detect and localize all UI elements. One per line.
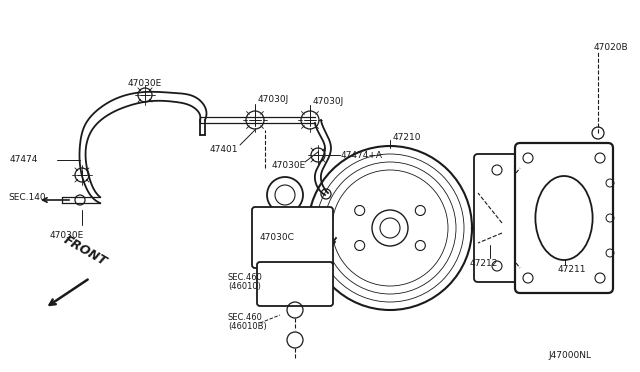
FancyBboxPatch shape xyxy=(252,207,333,268)
Text: SEC.140: SEC.140 xyxy=(8,193,45,202)
Text: FRONT: FRONT xyxy=(61,233,109,268)
Text: SEC.460: SEC.460 xyxy=(228,314,263,323)
Text: 47474+A: 47474+A xyxy=(341,151,383,160)
Text: 47030E: 47030E xyxy=(50,231,84,240)
Text: 47474: 47474 xyxy=(10,155,38,164)
Text: (46010): (46010) xyxy=(228,282,261,292)
Text: 47020B: 47020B xyxy=(594,44,628,52)
Text: 47210: 47210 xyxy=(393,132,422,141)
Text: 47401: 47401 xyxy=(210,145,239,154)
FancyBboxPatch shape xyxy=(515,143,613,293)
Text: 47212: 47212 xyxy=(470,259,499,267)
Text: 47030C: 47030C xyxy=(260,234,295,243)
Ellipse shape xyxy=(536,176,593,260)
Text: 47030E: 47030E xyxy=(128,78,162,87)
Text: (46010B): (46010B) xyxy=(228,323,267,331)
Text: 47211: 47211 xyxy=(558,266,586,275)
Text: 47030J: 47030J xyxy=(313,96,344,106)
Text: 47030J: 47030J xyxy=(258,96,289,105)
FancyBboxPatch shape xyxy=(474,154,520,282)
Text: 47030E: 47030E xyxy=(272,160,307,170)
FancyBboxPatch shape xyxy=(257,262,333,306)
Text: J47000NL: J47000NL xyxy=(548,350,591,359)
Text: SEC.460: SEC.460 xyxy=(228,273,263,282)
